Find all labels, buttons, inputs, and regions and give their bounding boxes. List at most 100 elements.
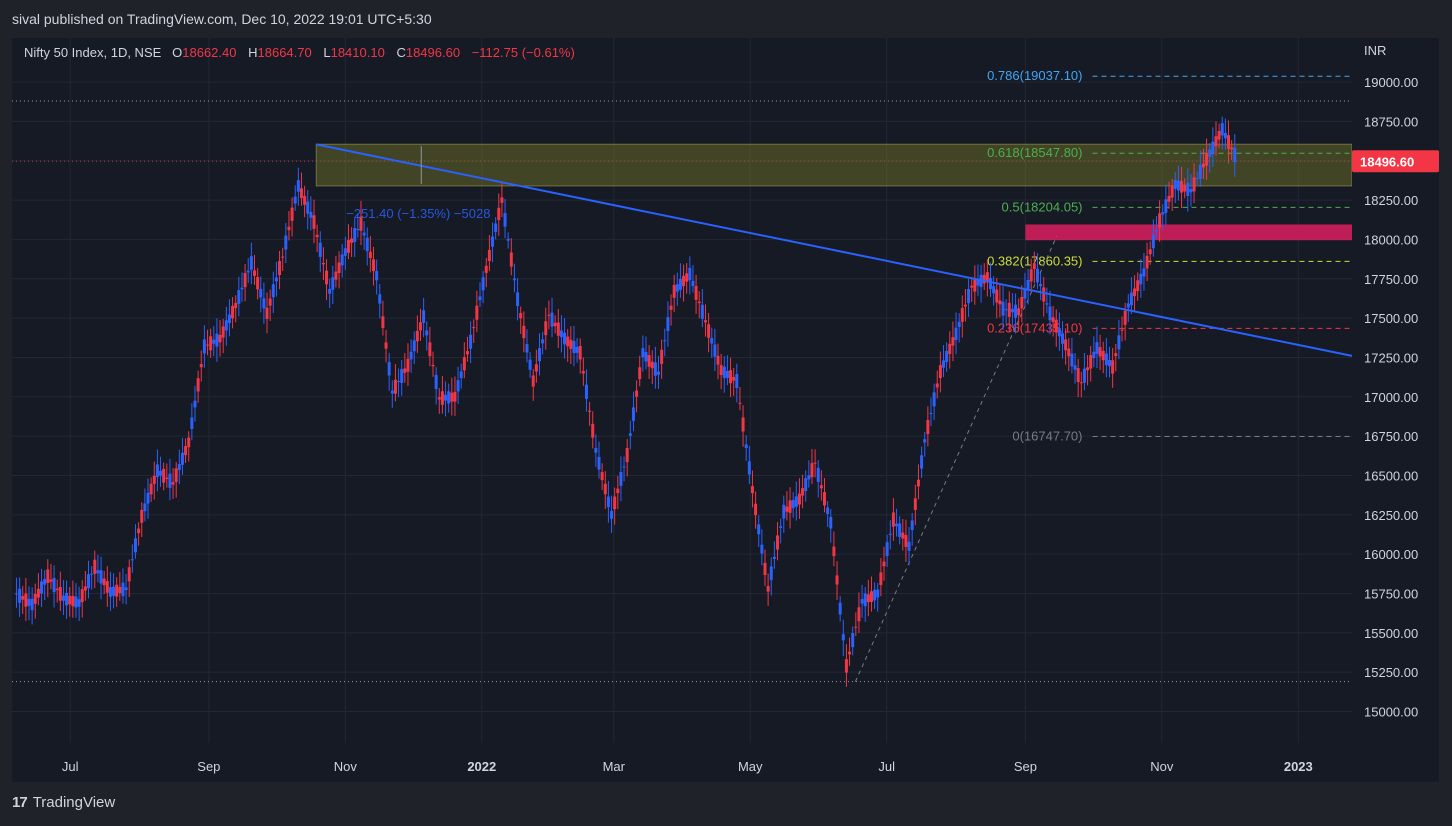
candle-body [1201,163,1205,168]
candle-body [334,271,338,280]
candle-body [694,286,698,300]
chart-panel[interactable]: Jul Sep Nov 2022 Mar May Jul Sep Nov 2023 0.786(19… [12,38,1439,782]
candle-body [472,327,476,329]
candle-body [606,496,610,508]
candle-body [898,523,902,537]
candle-body [678,278,682,290]
candle-body [1001,301,1005,316]
footer: 17 TradingView [12,794,115,811]
candle-body [431,364,435,367]
price-chart[interactable]: Jul Sep Nov 2022 Mar May Jul Sep Nov 2023 0.786(19… [12,38,1439,782]
candle-body [763,562,767,576]
candle-body [1004,309,1008,311]
candle-body [970,285,974,288]
tradingview-logo-icon[interactable]: 17 [12,794,28,811]
candle-body [278,261,282,276]
candle-body [202,339,206,354]
candle-body [137,528,141,534]
candle-body [1045,303,1049,305]
candle-body [1048,306,1052,321]
candle-body [453,391,457,402]
candle-body [115,584,119,597]
y-axis-label: 16250.00 [1364,508,1418,523]
candle-body [873,589,877,601]
candle-body [973,277,977,292]
candle-body [168,473,172,488]
y-axis-label: 17500.00 [1364,311,1418,326]
candle-body [876,589,880,598]
candle-body [910,520,914,531]
candle-body [1129,292,1133,306]
candle-body [190,417,194,430]
top-bar: sival published on TradingView.com, Dec … [0,0,1452,38]
candle-body [754,503,758,516]
candle-body [450,392,454,402]
candle-body [159,470,163,476]
candle-body [675,284,679,292]
candle-body [130,559,134,561]
publisher-info: sival published on TradingView.com, Dec … [12,11,432,27]
y-axis-label: 15000.00 [1364,705,1418,720]
candle-body [293,196,297,204]
candle-body [196,378,200,392]
candle-body [625,447,629,463]
candle-body [287,226,291,231]
candle-body [985,272,989,283]
candle-body [801,488,805,496]
candle-body [516,292,520,307]
candle-body [105,581,109,593]
candle-body [337,262,341,273]
candle-body [838,602,842,615]
candle-body [722,366,726,378]
candle-body [635,390,639,397]
candle-body [143,503,147,512]
candle-body [528,359,532,370]
symbol-legend: Nifty 50 Index, 1D, NSE O18662.40 H18664… [24,45,575,60]
candle-body [1029,269,1033,282]
candle-body [350,238,354,243]
candle-body [400,369,404,383]
candle-body [1173,179,1177,189]
symbol-name[interactable]: Nifty 50 Index, 1D, NSE [24,45,162,60]
candle-body [1054,319,1058,333]
candle-body [1067,348,1071,357]
candle-body [18,588,22,603]
candle-body [243,272,247,288]
candle-body [1126,303,1130,308]
trendline [316,143,1353,357]
candle-body [1104,353,1108,366]
candle-body [418,322,422,331]
close-label: C [396,45,406,60]
candle-body [422,310,426,323]
candle-body [65,592,69,606]
candle-body [96,570,100,574]
candle-body [462,357,466,371]
candle-body [581,371,585,374]
candle-body [1205,152,1209,166]
candle-body [713,344,717,357]
candle-body [951,337,955,346]
candle-body [469,334,473,349]
candle-body [1217,130,1221,140]
candle-body [810,463,814,478]
candle-body [823,492,827,506]
candle-body [572,341,576,354]
candle-body [575,346,579,353]
candle-body [992,286,996,294]
candle-body [700,304,704,319]
y-axis-label: 17250.00 [1364,350,1418,365]
brand-name[interactable]: TradingView [32,794,116,811]
y-axis-label: 17000.00 [1364,390,1418,405]
candle-body [926,419,930,435]
open-label: O [172,45,183,60]
low-value: 18410.10 [330,45,385,60]
candle-body [1120,329,1124,331]
candle-body [541,339,545,344]
candle-body [619,471,623,486]
candle-body [246,270,250,273]
candle-body [1095,342,1099,354]
candle-body [519,312,523,319]
candle-body [268,298,272,306]
candle-body [1142,268,1146,277]
candle-body [628,433,632,436]
